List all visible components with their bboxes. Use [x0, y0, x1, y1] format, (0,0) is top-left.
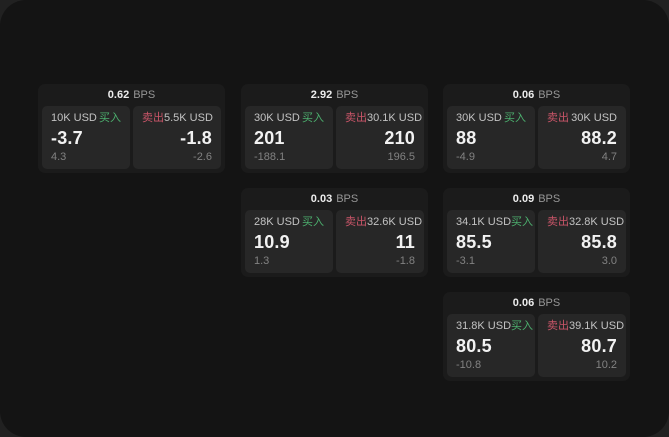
buy-amount: 34.1K USD	[456, 216, 512, 228]
buy-price: 85.5	[456, 232, 492, 252]
sell-amount: 32.8K USD	[569, 216, 625, 228]
sell-change: 4.7	[601, 151, 617, 163]
bps-value: 0.06	[512, 88, 535, 101]
buy-panel[interactable]: 34.1K USD 买入 85.5 -3.1	[447, 210, 535, 273]
sell-amount: 30K USD	[571, 112, 617, 124]
buy-change: -188.1	[254, 151, 286, 163]
sell-change: 196.5	[387, 151, 415, 163]
sell-side-label: 卖出	[345, 112, 367, 124]
buy-panel[interactable]: 30K USD 买入 201 -188.1	[245, 106, 333, 169]
buy-panel[interactable]: 10K USD 买入 -3.7 4.3	[42, 106, 130, 169]
sell-amount: 5.5K USD	[164, 112, 213, 124]
buy-change: -4.9	[456, 151, 475, 163]
buy-side-label: 买入	[504, 112, 526, 124]
buy-price: 10.9	[254, 232, 290, 252]
sell-change: 10.2	[595, 359, 617, 371]
sell-change: -2.6	[193, 151, 212, 163]
sell-panel[interactable]: 卖出 5.5K USD -1.8 -2.6	[133, 106, 221, 169]
bps-unit-label: BPS	[336, 88, 359, 101]
buy-sell-panels: 34.1K USD 买入 85.5 -3.1 卖出 32.8K USD 85.8…	[443, 210, 630, 277]
buy-amount: 10K USD	[51, 112, 97, 124]
bps-unit-label: BPS	[133, 88, 156, 101]
bps-unit-label: BPS	[538, 296, 561, 309]
sell-side-label: 卖出	[142, 112, 164, 124]
buy-side-label: 买入	[302, 112, 324, 124]
buy-sell-panels: 28K USD 买入 10.9 1.3 卖出 32.6K USD 11 -1.8	[241, 210, 428, 277]
bps-header: 0.62 BPS	[38, 84, 225, 106]
bps-header: 0.06 BPS	[443, 292, 630, 314]
sell-panel[interactable]: 卖出 30K USD 88.2 4.7	[538, 106, 626, 169]
quote-card: 0.09 BPS 34.1K USD 买入 85.5 -3.1 卖出 32.8K…	[443, 188, 630, 277]
sell-side-label: 卖出	[547, 320, 569, 332]
bps-value: 2.92	[310, 88, 333, 101]
sell-panel[interactable]: 卖出 39.1K USD 80.7 10.2	[538, 314, 626, 377]
sell-amount: 30.1K USD	[367, 112, 423, 124]
sell-amount: 39.1K USD	[569, 320, 625, 332]
sell-change: -1.8	[396, 255, 415, 267]
buy-price: -3.7	[51, 128, 83, 148]
sell-panel[interactable]: 卖出 32.6K USD 11 -1.8	[336, 210, 424, 273]
buy-price: 88	[456, 128, 477, 148]
buy-price: 80.5	[456, 336, 492, 356]
sell-price: 210	[384, 128, 415, 148]
bps-unit-label: BPS	[538, 192, 561, 205]
buy-price: 201	[254, 128, 285, 148]
sell-price: 80.7	[581, 336, 617, 356]
quote-card: 0.03 BPS 28K USD 买入 10.9 1.3 卖出 32.6K US…	[241, 188, 428, 277]
buy-side-label: 买入	[302, 216, 324, 228]
bps-header: 2.92 BPS	[241, 84, 428, 106]
sell-side-label: 卖出	[547, 112, 569, 124]
buy-change: 4.3	[51, 151, 67, 163]
buy-sell-panels: 31.8K USD 买入 80.5 -10.8 卖出 39.1K USD 80.…	[443, 314, 630, 381]
sell-panel[interactable]: 卖出 32.8K USD 85.8 3.0	[538, 210, 626, 273]
buy-panel[interactable]: 31.8K USD 买入 80.5 -10.8	[447, 314, 535, 377]
sell-price: 88.2	[581, 128, 617, 148]
bps-header: 0.06 BPS	[443, 84, 630, 106]
quote-card: 0.62 BPS 10K USD 买入 -3.7 4.3 卖出 5.5K USD…	[38, 84, 225, 173]
bps-unit-label: BPS	[538, 88, 561, 101]
sell-side-label: 卖出	[345, 216, 367, 228]
quote-card: 0.06 BPS 30K USD 买入 88 -4.9 卖出 30K USD 8…	[443, 84, 630, 173]
sell-change: 3.0	[601, 255, 617, 267]
bps-value: 0.03	[310, 192, 333, 205]
buy-side-label: 买入	[511, 216, 534, 228]
buy-change: -10.8	[456, 359, 482, 371]
buy-panel[interactable]: 28K USD 买入 10.9 1.3	[245, 210, 333, 273]
sell-price: -1.8	[180, 128, 212, 148]
sell-side-label: 卖出	[547, 216, 569, 228]
sell-panel[interactable]: 卖出 30.1K USD 210 196.5	[336, 106, 424, 169]
buy-side-label: 买入	[99, 112, 121, 124]
bps-value: 0.62	[107, 88, 130, 101]
buy-side-label: 买入	[511, 320, 534, 332]
sell-price: 85.8	[581, 232, 617, 252]
sell-price: 11	[395, 232, 415, 252]
buy-change: -3.1	[456, 255, 475, 267]
quote-card: 2.92 BPS 30K USD 买入 201 -188.1 卖出 30.1K …	[241, 84, 428, 173]
buy-change: 1.3	[254, 255, 270, 267]
sell-amount: 32.6K USD	[367, 216, 423, 228]
bps-header: 0.09 BPS	[443, 188, 630, 210]
bps-value: 0.06	[512, 296, 535, 309]
bps-value: 0.09	[512, 192, 535, 205]
buy-amount: 28K USD	[254, 216, 300, 228]
bps-header: 0.03 BPS	[241, 188, 428, 210]
bps-unit-label: BPS	[336, 192, 359, 205]
buy-sell-panels: 10K USD 买入 -3.7 4.3 卖出 5.5K USD -1.8 -2.…	[38, 106, 225, 173]
buy-sell-panels: 30K USD 买入 88 -4.9 卖出 30K USD 88.2 4.7	[443, 106, 630, 173]
buy-sell-panels: 30K USD 买入 201 -188.1 卖出 30.1K USD 210 1…	[241, 106, 428, 173]
buy-panel[interactable]: 30K USD 买入 88 -4.9	[447, 106, 535, 169]
buy-amount: 30K USD	[456, 112, 502, 124]
quote-card: 0.06 BPS 31.8K USD 买入 80.5 -10.8 卖出 39.1…	[443, 292, 630, 381]
buy-amount: 31.8K USD	[456, 320, 512, 332]
buy-amount: 30K USD	[254, 112, 300, 124]
